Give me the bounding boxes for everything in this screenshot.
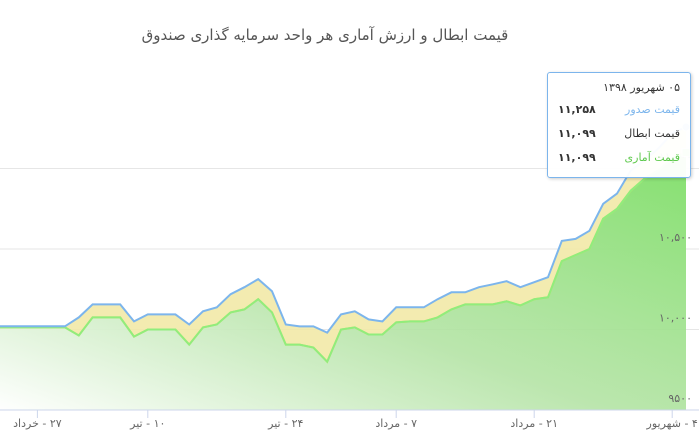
tooltip-row: قیمت ابطال ۱۱,۰۹۹ — [558, 121, 680, 145]
tooltip-value: ۱۱,۰۹۹ — [558, 150, 596, 164]
series-line — [0, 126, 687, 334]
x-tick-label: ۲۴ - تیر — [267, 417, 303, 430]
tooltip-title: ۰۵ شهریور ۱۳۹۸ — [603, 80, 680, 94]
tooltip: ۰۵ شهریور ۱۳۹۸ قیمت صدور ۱۱,۲۵۸ قیمت ابطال… — [547, 72, 691, 178]
y-tick-label: ۱۰,۰۰۰ — [659, 312, 692, 325]
x-tick-label: ۲۷ - خرداد — [13, 417, 62, 430]
chart-title: قیمت ابطال و ارزش آماری هر واحد سرمایه گ… — [142, 26, 509, 44]
tooltip-value: ۱۱,۲۵۸ — [558, 102, 596, 116]
x-tick-label: ۴ - شهریور — [646, 417, 698, 430]
x-tick-label: ۷ - مرداد — [375, 417, 417, 430]
y-tick-label: ۹۵۰۰ — [668, 392, 692, 405]
tooltip-value: ۱۱,۰۹۹ — [558, 126, 596, 140]
tooltip-row: قیمت صدور ۱۱,۲۵۸ — [558, 97, 680, 121]
tooltip-series-name: قیمت ابطال — [624, 126, 680, 140]
series-line — [0, 151, 687, 364]
x-tick-label: ۲۱ - مرداد — [510, 417, 558, 430]
tooltip-series-name: قیمت صدور — [625, 102, 680, 116]
x-tick-label: ۱۰ - تیر — [129, 417, 165, 430]
tooltip-row: قیمت آماری ۱۱,۰۹۹ — [558, 145, 680, 169]
y-tick-label: ۱۰,۵۰۰ — [659, 231, 692, 244]
stat-area — [0, 152, 686, 410]
tooltip-series-name: قیمت آماری — [624, 150, 680, 164]
